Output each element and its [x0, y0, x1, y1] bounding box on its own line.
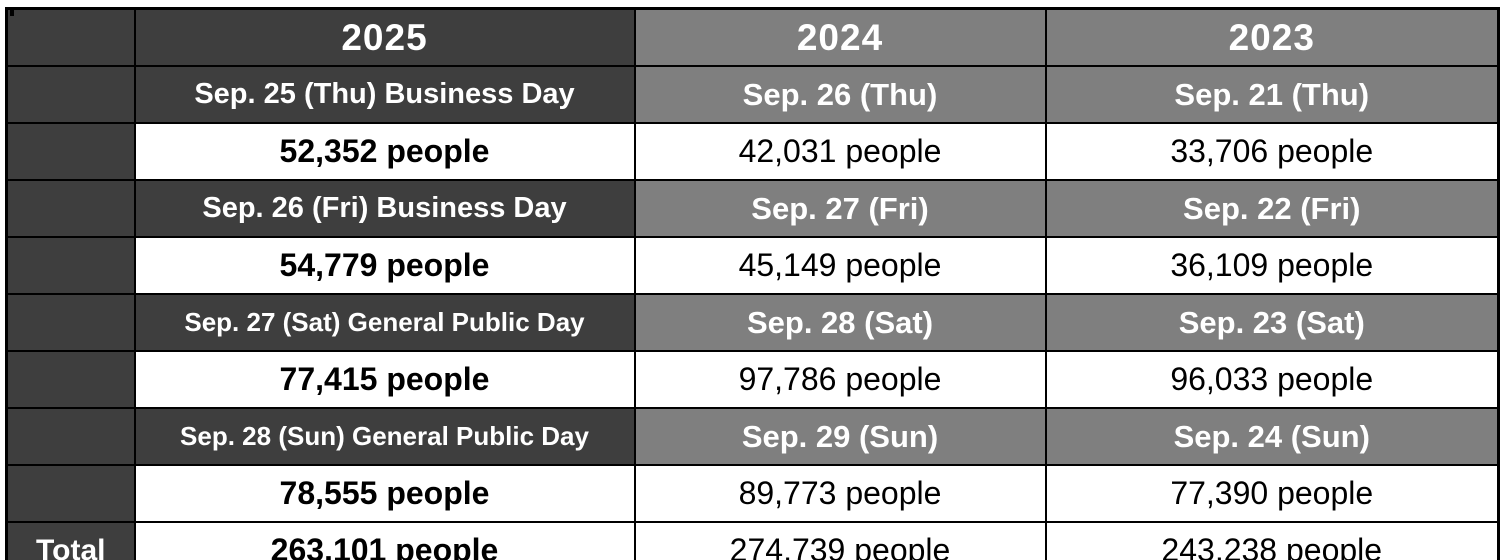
- row-label-cell: [5, 293, 136, 352]
- corner-cell: [5, 7, 136, 67]
- date-row-thu: Sep. 25 (Thu) Business Day Sep. 26 (Thu)…: [5, 65, 1500, 124]
- date-cell-2023-fri: Sep. 22 (Fri): [1044, 179, 1500, 238]
- year-header-2024: 2024: [633, 7, 1047, 67]
- date-cell-2024-sat: Sep. 28 (Sat): [633, 293, 1047, 352]
- attendance-cell-2025-fri: 54,779 people: [133, 236, 636, 295]
- date-cell-2025-thu: Sep. 25 (Thu) Business Day: [133, 65, 636, 124]
- date-cell-2023-thu: Sep. 21 (Thu): [1044, 65, 1500, 124]
- row-label-cell: [5, 122, 136, 181]
- date-cell-2024-sun: Sep. 29 (Sun): [633, 407, 1047, 466]
- attendance-cell-2024-thu: 42,031 people: [633, 122, 1047, 181]
- row-label-cell: [5, 236, 136, 295]
- attendance-cell-2023-fri: 36,109 people: [1044, 236, 1500, 295]
- row-label-cell: [5, 179, 136, 238]
- total-label-cell: Total: [5, 521, 136, 560]
- date-row-sun: Sep. 28 (Sun) General Public Day Sep. 29…: [5, 407, 1500, 466]
- attendance-cell-2023-sun: 77,390 people: [1044, 464, 1500, 523]
- attendance-cell-2023-sat: 96,033 people: [1044, 350, 1500, 409]
- row-label-cell: [5, 464, 136, 523]
- attendance-row-sun: 78,555 people 89,773 people 77,390 peopl…: [5, 464, 1500, 523]
- attendance-cell-2024-fri: 45,149 people: [633, 236, 1047, 295]
- date-cell-2025-fri: Sep. 26 (Fri) Business Day: [133, 179, 636, 238]
- total-row: Total 263,101 people 274,739 people 243,…: [5, 521, 1500, 560]
- text-cursor-mark: [10, 7, 14, 16]
- date-cell-2025-sun: Sep. 28 (Sun) General Public Day: [133, 407, 636, 466]
- total-cell-2024: 274,739 people: [633, 521, 1047, 560]
- attendance-cell-2024-sun: 89,773 people: [633, 464, 1047, 523]
- attendance-comparison-table: 2025 2024 2023 Sep. 25 (Thu) Business Da…: [5, 7, 1500, 560]
- row-label-cell: [5, 407, 136, 466]
- year-header-row: 2025 2024 2023: [5, 7, 1500, 67]
- date-cell-2024-fri: Sep. 27 (Fri): [633, 179, 1047, 238]
- year-header-2025: 2025: [133, 7, 636, 67]
- attendance-row-fri: 54,779 people 45,149 people 36,109 peopl…: [5, 236, 1500, 295]
- row-label-cell: [5, 350, 136, 409]
- attendance-row-sat: 77,415 people 97,786 people 96,033 peopl…: [5, 350, 1500, 409]
- total-cell-2025: 263,101 people: [133, 521, 636, 560]
- row-label-cell: [5, 65, 136, 124]
- total-cell-2023: 243,238 people: [1044, 521, 1500, 560]
- date-cell-2023-sun: Sep. 24 (Sun): [1044, 407, 1500, 466]
- date-row-sat: Sep. 27 (Sat) General Public Day Sep. 28…: [5, 293, 1500, 352]
- attendance-row-thu: 52,352 people 42,031 people 33,706 peopl…: [5, 122, 1500, 181]
- attendance-cell-2025-thu: 52,352 people: [133, 122, 636, 181]
- attendance-cell-2024-sat: 97,786 people: [633, 350, 1047, 409]
- date-row-fri: Sep. 26 (Fri) Business Day Sep. 27 (Fri)…: [5, 179, 1500, 238]
- date-cell-2024-thu: Sep. 26 (Thu): [633, 65, 1047, 124]
- attendance-cell-2025-sun: 78,555 people: [133, 464, 636, 523]
- attendance-cell-2025-sat: 77,415 people: [133, 350, 636, 409]
- date-cell-2025-sat: Sep. 27 (Sat) General Public Day: [133, 293, 636, 352]
- year-header-2023: 2023: [1044, 7, 1500, 67]
- date-cell-2023-sat: Sep. 23 (Sat): [1044, 293, 1500, 352]
- attendance-cell-2023-thu: 33,706 people: [1044, 122, 1500, 181]
